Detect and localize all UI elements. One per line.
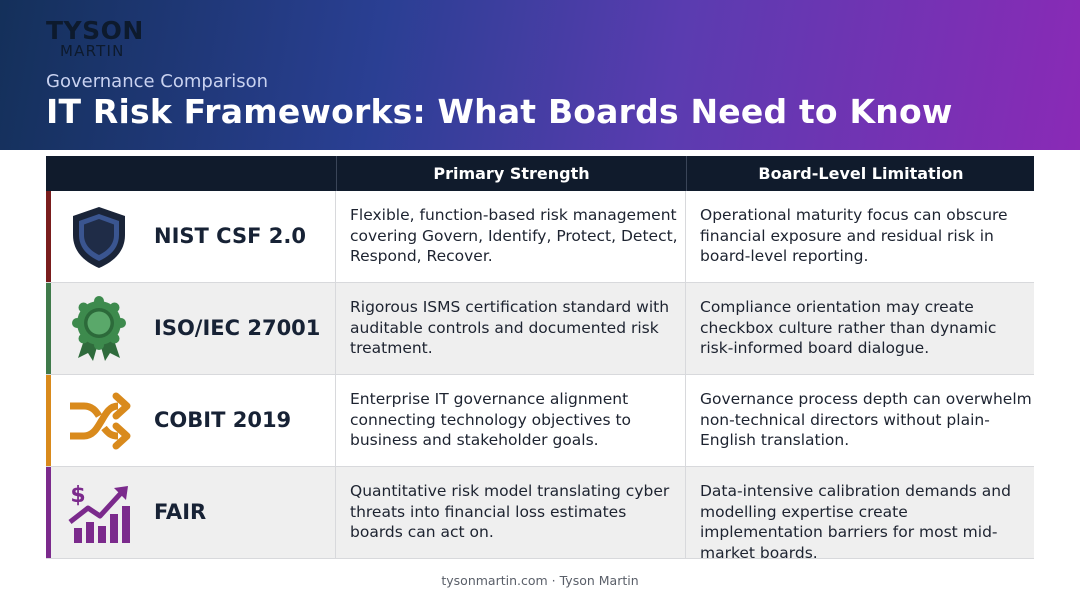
strength-cell: Enterprise IT governance alignment conne… xyxy=(350,390,632,449)
financial-growth-chart-icon: $ xyxy=(64,478,134,548)
award-ribbon-icon xyxy=(64,294,134,364)
strength-cell: Flexible, function-based risk management… xyxy=(350,206,678,265)
row-accent-bar xyxy=(46,375,51,466)
column-divider xyxy=(685,375,686,466)
table-row-fair: $ FAIR Quantitative risk model translati… xyxy=(46,467,1034,562)
svg-text:$: $ xyxy=(70,483,85,508)
framework-name: NIST CSF 2.0 xyxy=(154,224,306,248)
table-row-iso: ISO/IEC 27001 Rigorous ISMS certificatio… xyxy=(46,283,1034,375)
framework-name: ISO/IEC 27001 xyxy=(154,316,321,340)
row-accent-bar xyxy=(46,283,51,374)
framework-name: FAIR xyxy=(154,500,207,524)
column-header-board-limitation: Board-Level Limitation xyxy=(686,156,1035,191)
row-accent-bar xyxy=(46,191,51,282)
limitation-cell: Data-intensive calibration demands and m… xyxy=(700,482,1011,562)
logo-line1: TYSON xyxy=(46,16,144,45)
column-divider xyxy=(685,283,686,374)
tyson-martin-logo: TYSON MARTIN xyxy=(46,18,144,59)
shuffle-arrows-icon xyxy=(64,386,134,456)
strength-cell: Quantitative risk model translating cybe… xyxy=(350,482,670,541)
shield-icon xyxy=(64,202,134,272)
section-kicker: Governance Comparison xyxy=(46,71,269,92)
column-divider xyxy=(335,467,336,558)
column-divider xyxy=(685,191,686,282)
page-title: IT Risk Frameworks: What Boards Need to … xyxy=(46,92,953,131)
table-row-nist: NIST CSF 2.0 Flexible, function-based ri… xyxy=(46,191,1034,283)
comparison-table: Primary Strength Board-Level Limitation … xyxy=(46,156,1034,562)
column-header-primary-strength: Primary Strength xyxy=(336,156,686,191)
limitation-cell: Compliance orientation may create checkb… xyxy=(700,298,997,357)
column-header-framework xyxy=(46,156,335,191)
framework-name: COBIT 2019 xyxy=(154,408,292,432)
table-header: Primary Strength Board-Level Limitation xyxy=(46,156,1034,191)
header-banner: TYSON MARTIN Governance Comparison IT Ri… xyxy=(0,0,1080,150)
footer-credit: tysonmartin.com · Tyson Martin xyxy=(441,573,639,588)
strength-cell: Rigorous ISMS certification standard wit… xyxy=(350,298,670,357)
table-row-cobit: COBIT 2019 Enterprise IT governance alig… xyxy=(46,375,1034,467)
column-divider xyxy=(335,375,336,466)
column-divider xyxy=(335,191,336,282)
logo-line2: MARTIN xyxy=(60,42,125,60)
column-divider xyxy=(335,283,336,374)
row-accent-bar xyxy=(46,467,51,558)
column-divider xyxy=(685,467,686,558)
limitation-cell: Operational maturity focus can obscure f… xyxy=(700,206,1008,265)
limitation-cell: Governance process depth can overwhelm n… xyxy=(700,390,1032,449)
